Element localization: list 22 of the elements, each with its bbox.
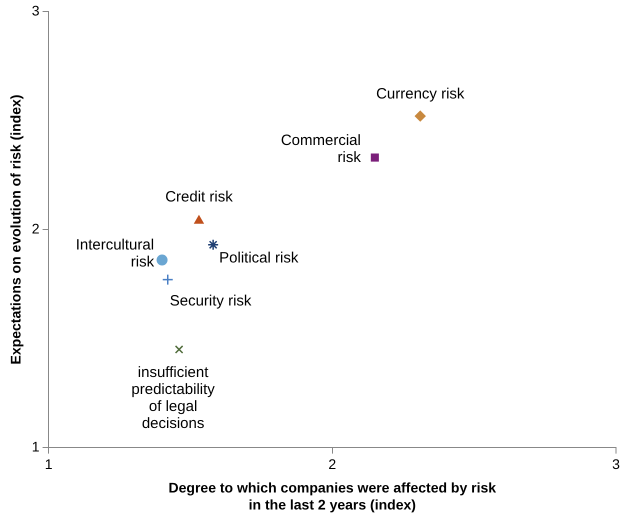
- series-label: Currency risk: [376, 86, 465, 103]
- y-axis-title: Expectations on evolution of risk (index): [7, 94, 24, 364]
- series-label: Commercial risk: [280, 132, 362, 166]
- point: [207, 239, 219, 251]
- y-tick-label: 3: [32, 2, 40, 18]
- x-tick-label: 3: [612, 456, 620, 472]
- y-tick-label: 2: [32, 220, 40, 236]
- series-label: Security risk: [170, 292, 252, 310]
- x-tick-label: 1: [44, 456, 53, 472]
- series-label: Political risk: [219, 249, 299, 266]
- point: [414, 110, 426, 122]
- y-tick-label: 1: [32, 438, 40, 454]
- point: [162, 274, 174, 286]
- series-label: Intercultural risk: [76, 236, 155, 271]
- point: [174, 345, 184, 354]
- x-axis-title: Degree to which companies were affected by risk in the last 2 years (index): [168, 480, 496, 512]
- series-label: Credit risk: [165, 188, 234, 206]
- x-tick-label: 2: [328, 456, 336, 472]
- point: [194, 215, 204, 224]
- text: insufficient predictability of legal decisions: [131, 364, 216, 432]
- point: [156, 254, 168, 266]
- point: [370, 153, 379, 162]
